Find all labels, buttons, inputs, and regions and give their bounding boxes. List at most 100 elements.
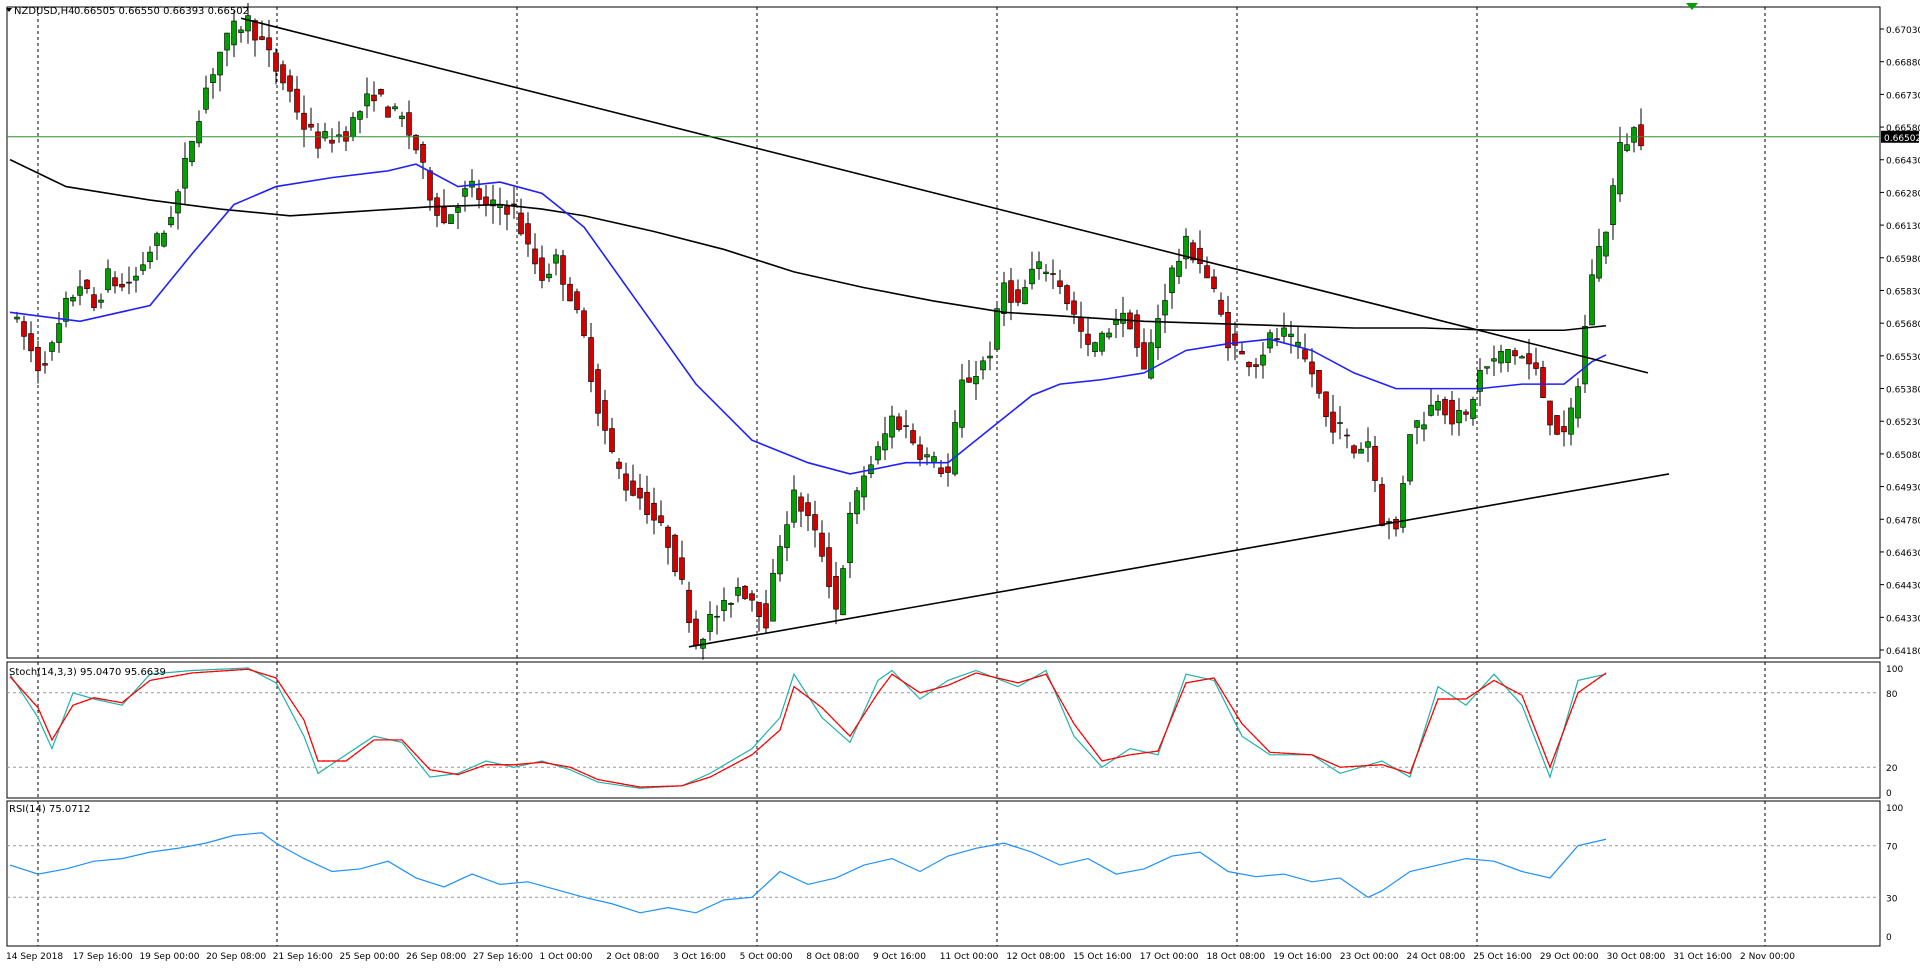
bullish-candle xyxy=(931,456,937,463)
bearish-candle xyxy=(1211,276,1217,289)
bullish-candle xyxy=(1568,407,1574,435)
bearish-candle xyxy=(294,88,300,113)
bearish-candle xyxy=(378,88,384,95)
bullish-candle xyxy=(1491,358,1497,362)
bearish-candle xyxy=(630,480,636,496)
bullish-candle xyxy=(854,490,860,515)
bearish-candle xyxy=(644,491,650,515)
bearish-candle xyxy=(301,112,307,130)
bearish-candle xyxy=(1309,361,1315,375)
bearish-candle xyxy=(84,279,90,289)
x-axis-tick-label: 23 Oct 00:00 xyxy=(1340,952,1399,962)
x-axis-tick-label: 9 Oct 16:00 xyxy=(873,952,926,962)
price-axis-label: 0.66430 xyxy=(1886,157,1920,167)
bullish-candle xyxy=(553,254,559,264)
bearish-candle xyxy=(749,593,755,601)
bullish-candle xyxy=(14,316,20,320)
x-axis-tick-label: 3 Oct 16:00 xyxy=(673,952,726,962)
alert-arrow-icon xyxy=(1686,3,1698,10)
bearish-candle xyxy=(966,377,972,383)
bearish-candle xyxy=(1316,370,1322,394)
bullish-candle xyxy=(889,415,895,438)
bearish-candle xyxy=(1204,265,1210,279)
price-axis-label: 0.65980 xyxy=(1886,255,1920,265)
bearish-candle xyxy=(1008,280,1014,303)
bearish-candle xyxy=(1015,289,1021,303)
stoch-axis-label: 80 xyxy=(1886,690,1898,700)
stoch-axis-label: 20 xyxy=(1886,764,1898,774)
x-axis-tick-label: 20 Sep 08:00 xyxy=(206,952,266,962)
x-axis-tick-label: 19 Sep 00:00 xyxy=(139,952,199,962)
x-axis-tick-label: 15 Oct 16:00 xyxy=(1073,952,1132,962)
bearish-candle xyxy=(679,557,685,580)
bearish-candle xyxy=(532,248,538,265)
rsi-line xyxy=(9,832,1607,914)
bullish-candle xyxy=(770,572,776,622)
bullish-candle xyxy=(203,87,209,110)
bullish-candle xyxy=(1155,318,1161,349)
bullish-candle xyxy=(1358,448,1364,454)
bearish-candle xyxy=(1050,273,1056,275)
bearish-candle xyxy=(287,75,293,92)
bearish-candle xyxy=(525,223,531,245)
bearish-candle xyxy=(329,139,335,144)
x-axis-tick-label: 17 Oct 00:00 xyxy=(1140,952,1199,962)
bullish-candle xyxy=(987,355,993,359)
stoch-axis-label: 0 xyxy=(1886,789,1892,799)
bearish-candle xyxy=(504,206,510,215)
bearish-candle xyxy=(1526,353,1532,365)
bullish-candle xyxy=(1610,185,1616,225)
bullish-candle xyxy=(161,232,167,247)
bullish-candle xyxy=(175,191,181,214)
bearish-candle xyxy=(315,131,321,149)
bullish-candle xyxy=(350,117,356,138)
bullish-candle xyxy=(217,51,223,76)
bullish-candle xyxy=(462,188,468,197)
dropdown-triangle-icon[interactable] xyxy=(6,8,12,12)
descending-trendline[interactable] xyxy=(240,17,1649,374)
bullish-candle xyxy=(399,115,405,120)
bullish-candle xyxy=(448,214,454,224)
bullish-candle xyxy=(189,140,195,163)
bearish-candle xyxy=(917,444,923,460)
bullish-candle xyxy=(1498,350,1504,364)
bearish-candle xyxy=(35,347,41,372)
bullish-candle xyxy=(77,286,83,296)
bearish-candle xyxy=(476,188,482,200)
fast-moving-average-line xyxy=(9,163,1607,475)
bullish-candle xyxy=(238,29,244,33)
bearish-candle xyxy=(658,515,664,524)
bearish-candle xyxy=(567,283,573,302)
bearish-candle xyxy=(1232,333,1238,346)
bearish-candle xyxy=(427,170,433,201)
bearish-candle xyxy=(1393,518,1399,530)
bearish-candle xyxy=(1190,242,1196,261)
bullish-candle xyxy=(1099,332,1105,352)
bullish-candle xyxy=(1624,144,1630,151)
main-pane-frame xyxy=(6,6,1881,659)
bullish-candle xyxy=(63,297,69,322)
price-axis-label: 0.65080 xyxy=(1886,451,1920,461)
current-price-badge xyxy=(1881,130,1919,143)
bearish-candle xyxy=(1372,445,1378,481)
bearish-candle xyxy=(1512,350,1518,357)
ascending-trendline[interactable] xyxy=(688,473,1670,648)
bearish-candle xyxy=(756,602,762,617)
x-axis-tick-label: 27 Sep 16:00 xyxy=(473,952,533,962)
bearish-candle xyxy=(623,473,629,491)
bearish-candle xyxy=(805,502,811,516)
x-axis-tick-label: 18 Oct 08:00 xyxy=(1206,952,1265,962)
bearish-candle xyxy=(812,514,818,531)
bearish-candle xyxy=(1141,342,1147,370)
bearish-candle xyxy=(112,277,118,287)
bearish-candle xyxy=(266,37,272,51)
stoch-pane-frame xyxy=(6,661,1881,799)
bearish-candle xyxy=(1344,434,1350,437)
stoch-main-line xyxy=(9,667,1607,789)
bullish-candle xyxy=(245,15,251,32)
bearish-candle xyxy=(1379,484,1385,526)
bearish-candle xyxy=(1197,247,1203,264)
bullish-candle xyxy=(728,602,734,605)
